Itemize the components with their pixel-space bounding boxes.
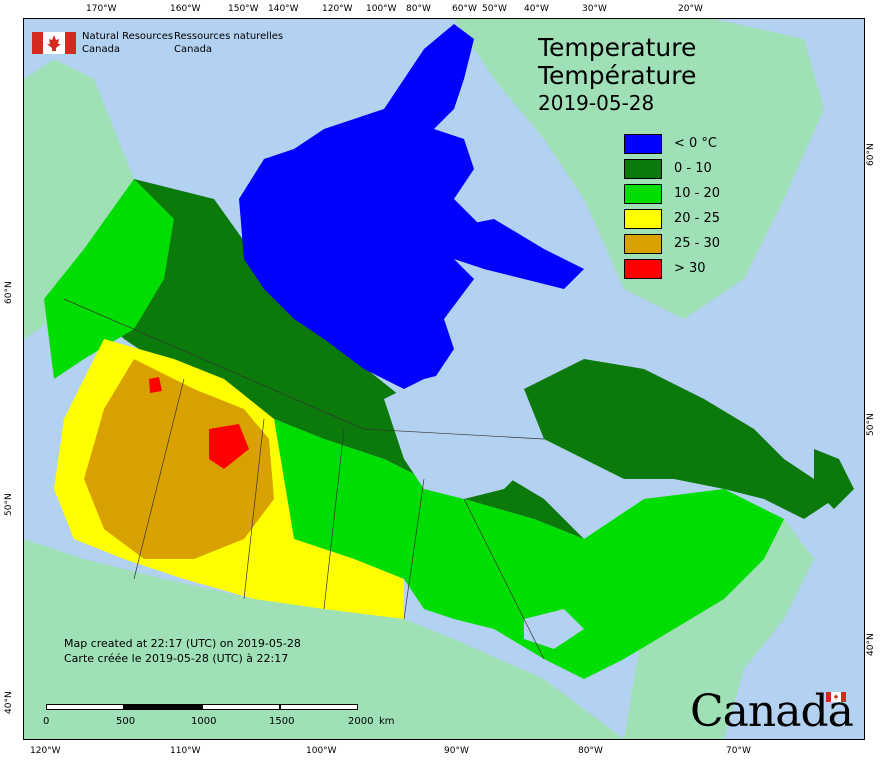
lon-tick-bottom: 100°W — [306, 746, 337, 756]
lon-tick-top: 30°W — [582, 4, 607, 14]
scale-unit: km — [379, 716, 395, 727]
lon-tick-top: 160°W — [170, 4, 201, 14]
agency-english: Natural Resources Canada — [82, 30, 202, 56]
lat-tick-left: 60°N — [4, 281, 14, 304]
agency-french: Ressources naturelles Canada — [174, 30, 294, 56]
lon-tick-top: 170°W — [86, 4, 117, 14]
title-french: Température — [538, 61, 697, 90]
agency-english-line1: Natural Resources — [82, 31, 174, 42]
scale-label: 0 — [43, 716, 50, 727]
scale-label: 1000 — [191, 716, 217, 727]
credits-french: Carte créée le 2019-05-28 (UTC) à 22:17 — [64, 652, 289, 665]
legend-label: > 30 — [674, 261, 706, 276]
lon-tick-top: 140°W — [268, 4, 299, 14]
lon-tick-top: 50°W — [482, 4, 507, 14]
usa-northeast-land — [624, 519, 814, 739]
zone-10-20-yukon — [44, 179, 174, 379]
lon-tick-bottom: 90°W — [444, 746, 469, 756]
lat-tick-right: 60°N — [866, 143, 876, 166]
lon-tick-top: 100°W — [366, 4, 397, 14]
legend-item: > 30 — [624, 259, 744, 279]
lon-tick-top: 120°W — [322, 4, 353, 14]
scale-segment — [124, 704, 202, 710]
lon-tick-top: 40°W — [524, 4, 549, 14]
province-boundaries — [63, 298, 545, 660]
legend-label: 20 - 25 — [674, 211, 721, 226]
legend-swatch — [624, 134, 662, 154]
scale-label: 1500 — [269, 716, 295, 727]
lon-tick-top: 80°W — [406, 4, 431, 14]
alaska-land — [24, 59, 134, 339]
great-lakes — [524, 609, 584, 649]
lat-tick-left: 40°N — [4, 691, 14, 714]
zone-10-20-south — [274, 419, 784, 679]
zone-below-0-arctic — [239, 24, 484, 389]
lon-tick-top: 150°W — [228, 4, 259, 14]
scale-segment — [280, 704, 358, 710]
newfoundland — [814, 449, 854, 509]
credits-english: Map created at 22:17 (UTC) on 2019-05-28 — [64, 637, 301, 650]
lon-tick-bottom: 80°W — [578, 746, 603, 756]
legend-swatch — [624, 209, 662, 229]
map-date: 2019-05-28 — [538, 91, 655, 115]
lon-tick-top: 20°W — [678, 4, 703, 14]
legend-label: < 0 °C — [674, 136, 718, 151]
scale-segment — [202, 704, 280, 710]
lon-tick-bottom: 120°W — [30, 746, 61, 756]
legend-item: 20 - 25 — [624, 209, 744, 229]
lat-tick-left: 50°N — [4, 493, 14, 516]
zone-over-30-b — [149, 377, 162, 393]
scale-segment — [46, 704, 124, 710]
agency-english-line2: Canada — [82, 44, 121, 55]
legend-item: 25 - 30 — [624, 234, 744, 254]
legend-swatch — [624, 184, 662, 204]
canada-flag-icon — [32, 32, 76, 54]
legend-swatch — [624, 159, 662, 179]
legend-label: 25 - 30 — [674, 236, 721, 251]
legend-label: 10 - 20 — [674, 186, 721, 201]
usa-land — [24, 539, 624, 739]
zone-25-30 — [84, 359, 274, 559]
legend-item: 10 - 20 — [624, 184, 744, 204]
zone-0-10-quebec — [524, 359, 834, 519]
map-credits: Map created at 22:17 (UTC) on 2019-05-28… — [64, 636, 301, 666]
zone-over-30-a — [209, 424, 249, 469]
legend-swatch — [624, 259, 662, 279]
zone-below-0-baffin — [444, 219, 584, 289]
legend-swatch — [624, 234, 662, 254]
map-frame — [23, 18, 865, 740]
scale-label: 2000 — [348, 716, 374, 727]
lat-tick-right: 40°N — [866, 633, 876, 656]
lat-tick-right: 50°N — [866, 413, 876, 436]
legend-item: < 0 °C — [624, 134, 744, 154]
temperature-map[interactable] — [24, 19, 864, 739]
agency-french-line2: Canada — [174, 44, 213, 55]
map-title: Temperature Température 2019-05-28 — [538, 34, 696, 116]
legend-label: 0 - 10 — [674, 161, 712, 176]
lon-tick-top: 60°W — [452, 4, 477, 14]
lon-tick-bottom: 70°W — [726, 746, 751, 756]
wordmark-flag-icon — [826, 692, 846, 702]
title-english: Temperature — [538, 33, 697, 62]
agency-french-line1: Ressources naturelles — [174, 31, 284, 42]
lon-tick-bottom: 110°W — [170, 746, 201, 756]
legend-item: 0 - 10 — [624, 159, 744, 179]
scale-label: 500 — [116, 716, 136, 727]
